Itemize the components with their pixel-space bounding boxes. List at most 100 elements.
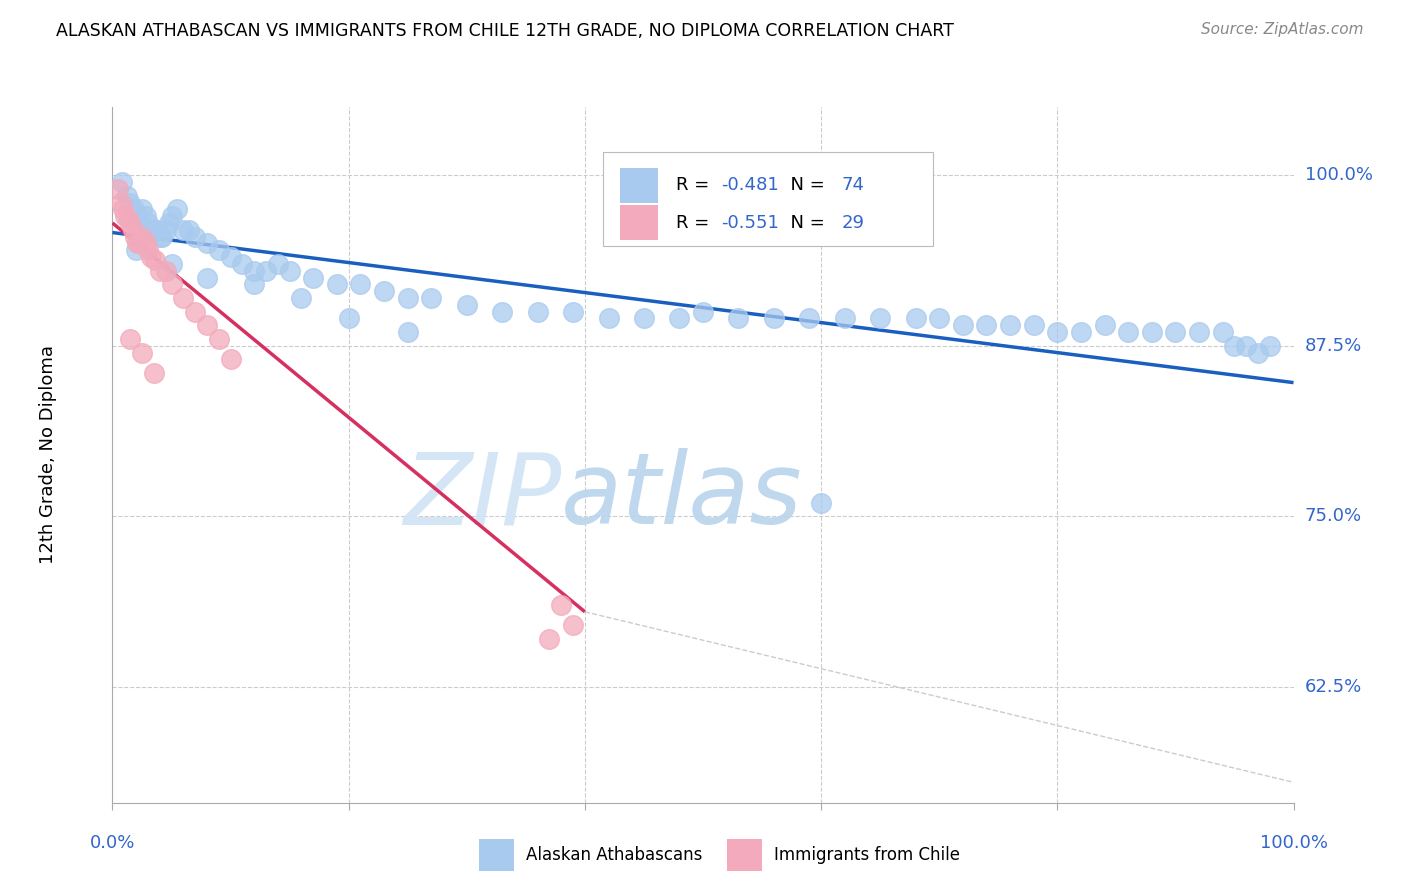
Text: 100.0%: 100.0%	[1305, 166, 1372, 185]
Text: ZIP: ZIP	[404, 448, 561, 545]
Point	[172, 291, 194, 305]
Point	[668, 311, 690, 326]
Point	[142, 223, 165, 237]
Point	[120, 195, 142, 210]
Point	[1070, 325, 1092, 339]
Point	[1223, 339, 1246, 353]
Point	[208, 244, 231, 258]
Point	[834, 311, 856, 326]
Point	[1094, 318, 1116, 333]
Point	[155, 223, 177, 237]
Point	[127, 209, 149, 223]
Point	[456, 298, 478, 312]
Point	[195, 236, 218, 251]
Point	[146, 223, 169, 237]
Point	[179, 223, 201, 237]
Point	[869, 311, 891, 326]
Point	[302, 270, 325, 285]
Bar	[478, 839, 515, 871]
Point	[1188, 325, 1211, 339]
Point	[142, 366, 165, 380]
Point	[139, 223, 162, 237]
Text: 75.0%: 75.0%	[1305, 508, 1362, 525]
Point	[125, 244, 148, 258]
Point	[208, 332, 231, 346]
Text: R =: R =	[676, 214, 714, 232]
Point	[149, 229, 172, 244]
Point	[1234, 339, 1257, 353]
Point	[149, 264, 172, 278]
Point	[155, 264, 177, 278]
Point	[184, 229, 207, 244]
Point	[160, 209, 183, 223]
Text: 62.5%: 62.5%	[1305, 678, 1362, 696]
Point	[373, 284, 395, 298]
Text: 29: 29	[841, 214, 865, 232]
Point	[799, 311, 821, 326]
Point	[762, 311, 785, 326]
Point	[598, 311, 620, 326]
Point	[157, 216, 180, 230]
Point	[184, 304, 207, 318]
Point	[128, 236, 150, 251]
Point	[243, 277, 266, 292]
Text: -0.481: -0.481	[721, 176, 779, 194]
Point	[420, 291, 443, 305]
FancyBboxPatch shape	[603, 153, 934, 246]
Point	[150, 229, 173, 244]
Point	[195, 318, 218, 333]
Text: -0.551: -0.551	[721, 214, 779, 232]
Point	[131, 202, 153, 217]
Point	[254, 264, 277, 278]
Point	[117, 211, 139, 226]
Point	[562, 618, 585, 632]
Point	[111, 175, 134, 189]
Point	[491, 304, 513, 318]
Point	[131, 229, 153, 244]
Point	[1212, 325, 1234, 339]
Point	[633, 311, 655, 326]
Point	[1247, 345, 1270, 359]
Point	[1116, 325, 1139, 339]
Point	[114, 209, 136, 223]
Point	[952, 318, 974, 333]
Point	[396, 291, 419, 305]
Point	[135, 236, 157, 251]
Point	[349, 277, 371, 292]
Point	[141, 250, 163, 264]
Point	[692, 304, 714, 318]
Point	[550, 598, 572, 612]
Point	[135, 209, 157, 223]
Text: 87.5%: 87.5%	[1305, 337, 1362, 355]
Point	[562, 304, 585, 318]
Point	[1046, 325, 1069, 339]
Point	[396, 325, 419, 339]
Point	[538, 632, 561, 646]
Point	[1258, 339, 1281, 353]
Point	[160, 257, 183, 271]
Point	[278, 264, 301, 278]
Point	[195, 270, 218, 285]
Point	[1140, 325, 1163, 339]
Point	[136, 216, 159, 230]
Point	[904, 311, 927, 326]
Point	[120, 216, 142, 230]
Text: N =: N =	[779, 214, 830, 232]
Bar	[620, 168, 658, 202]
Point	[337, 311, 360, 326]
Text: Immigrants from Chile: Immigrants from Chile	[773, 846, 960, 864]
Bar	[727, 839, 762, 871]
Text: Source: ZipAtlas.com: Source: ZipAtlas.com	[1201, 22, 1364, 37]
Point	[219, 352, 242, 367]
Point	[143, 252, 166, 267]
Point	[928, 311, 950, 326]
Text: 0.0%: 0.0%	[90, 834, 135, 852]
Point	[131, 345, 153, 359]
Point	[267, 257, 290, 271]
Text: 12th Grade, No Diploma: 12th Grade, No Diploma	[38, 345, 56, 565]
Point	[243, 264, 266, 278]
Point	[124, 229, 146, 244]
Point	[326, 277, 349, 292]
Point	[160, 277, 183, 292]
Point	[120, 332, 142, 346]
